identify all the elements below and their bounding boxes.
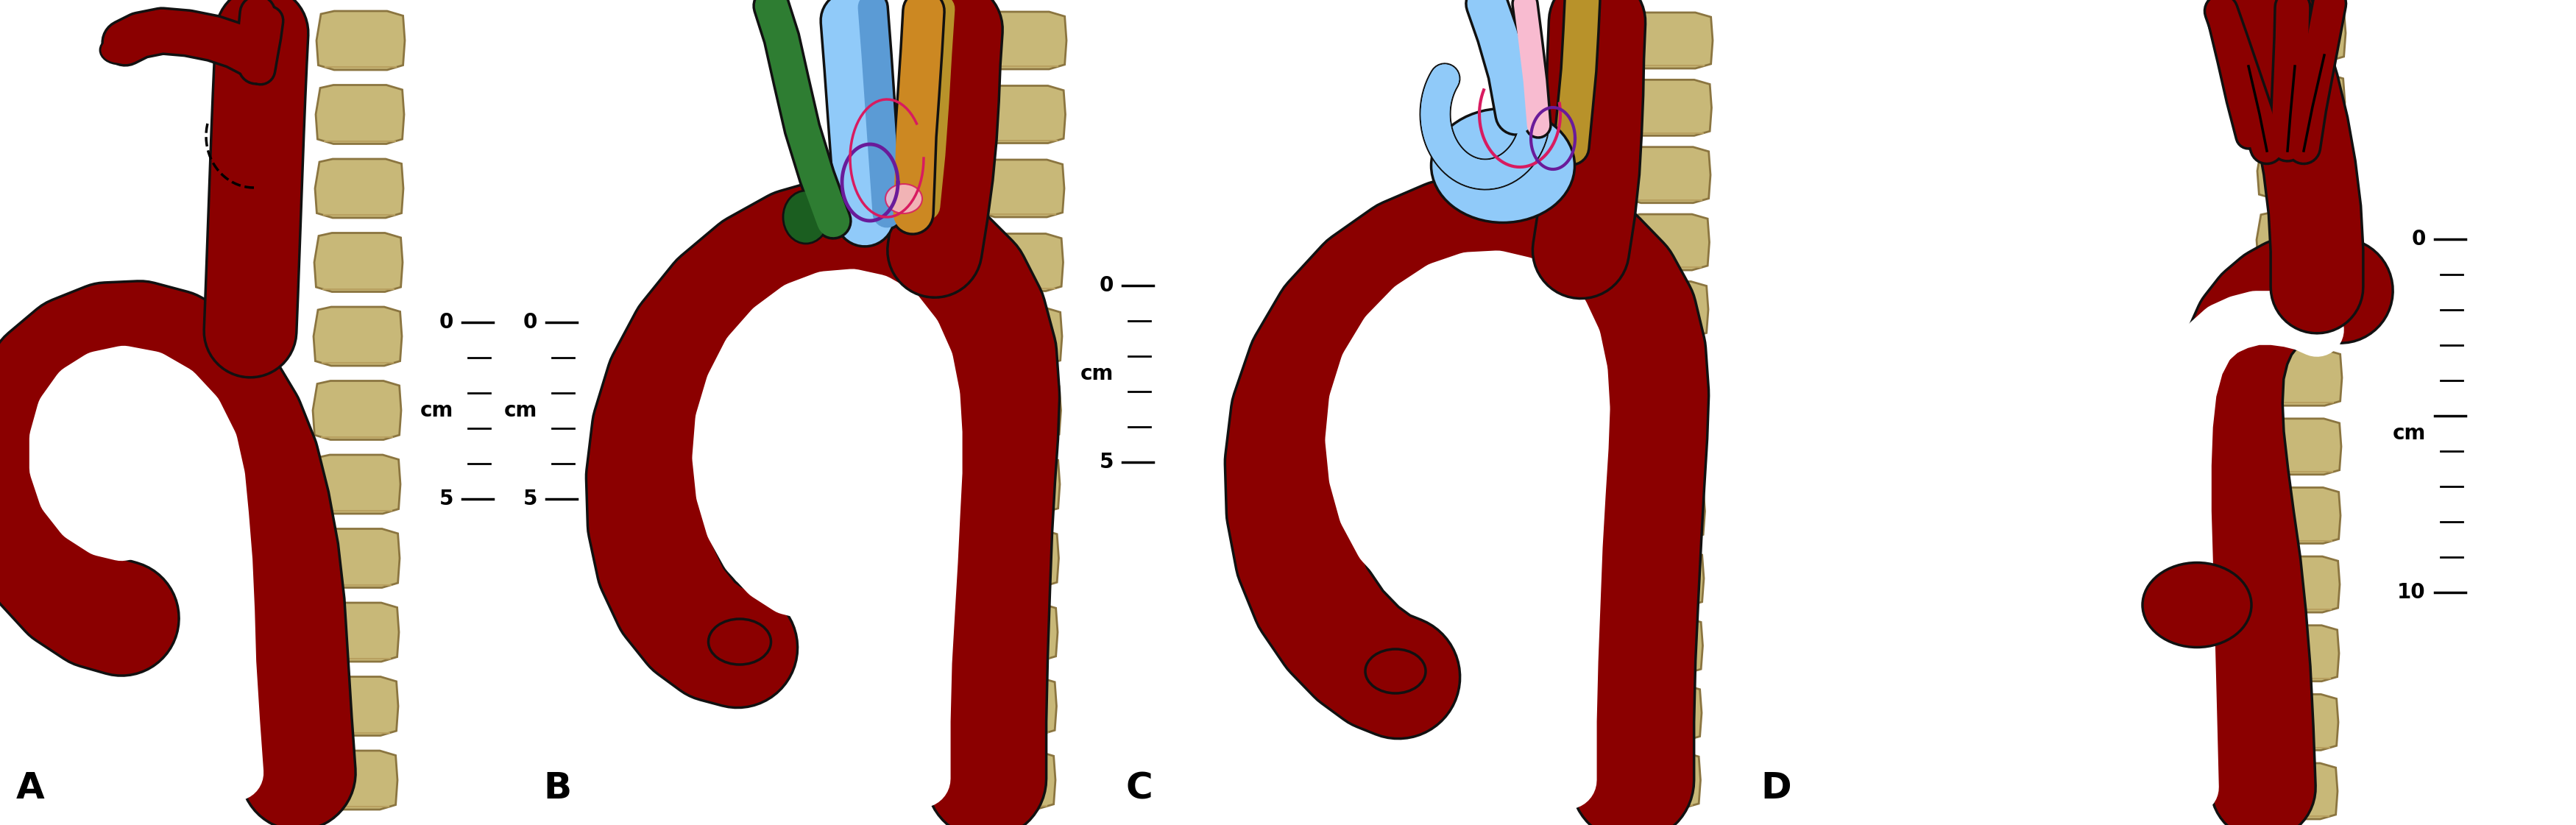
Text: 5: 5 [438,488,453,509]
Polygon shape [314,307,402,365]
Polygon shape [2251,763,2336,819]
Polygon shape [312,381,402,440]
Polygon shape [2254,488,2342,544]
Polygon shape [1625,12,1713,68]
Polygon shape [2259,5,2347,61]
Ellipse shape [100,36,139,64]
Polygon shape [976,160,1064,217]
Polygon shape [969,677,1056,735]
Polygon shape [2257,212,2344,268]
Ellipse shape [1365,649,1425,693]
Ellipse shape [2143,563,2251,648]
Polygon shape [1618,483,1705,539]
Polygon shape [314,233,402,292]
Text: 0: 0 [523,312,538,332]
Polygon shape [1620,416,1705,472]
Polygon shape [1615,685,1703,741]
Text: D: D [1759,771,1790,806]
Polygon shape [309,676,399,736]
Text: cm: cm [1079,364,1113,384]
Polygon shape [1625,80,1710,135]
Polygon shape [974,455,1059,513]
Text: 10: 10 [2398,582,2427,603]
Polygon shape [979,12,1066,69]
Polygon shape [1613,752,1700,808]
Text: 5: 5 [523,488,538,509]
Polygon shape [1623,215,1710,270]
Polygon shape [976,233,1064,291]
Text: 0: 0 [438,312,453,332]
Polygon shape [2257,143,2344,199]
Polygon shape [1615,618,1703,673]
Ellipse shape [783,191,829,243]
Polygon shape [2254,418,2342,474]
Polygon shape [1623,147,1710,203]
Text: 0: 0 [1100,276,1113,296]
Polygon shape [2254,556,2339,612]
Polygon shape [317,11,404,70]
Text: B: B [544,771,572,806]
Polygon shape [2251,625,2339,681]
Polygon shape [971,530,1059,587]
Polygon shape [312,455,399,514]
Polygon shape [314,159,404,218]
Ellipse shape [1432,109,1574,223]
Text: 0: 0 [2411,229,2427,249]
Polygon shape [969,752,1056,808]
Polygon shape [1620,281,1708,337]
Polygon shape [312,529,399,587]
Polygon shape [317,85,404,144]
Text: A: A [15,771,44,806]
Text: cm: cm [505,400,538,421]
Polygon shape [1618,550,1703,606]
Polygon shape [974,382,1061,439]
Polygon shape [976,308,1061,365]
Text: C: C [1126,771,1154,806]
Ellipse shape [886,184,922,214]
Polygon shape [312,603,399,662]
Polygon shape [309,751,397,809]
Text: 5: 5 [1100,452,1113,473]
Polygon shape [2254,350,2342,406]
Polygon shape [2251,695,2339,750]
Polygon shape [979,86,1066,144]
Text: cm: cm [2393,423,2427,444]
Polygon shape [1620,349,1708,404]
Ellipse shape [708,619,770,665]
Polygon shape [2257,281,2342,337]
Polygon shape [2259,74,2344,130]
Text: cm: cm [420,400,453,421]
Polygon shape [971,603,1059,661]
